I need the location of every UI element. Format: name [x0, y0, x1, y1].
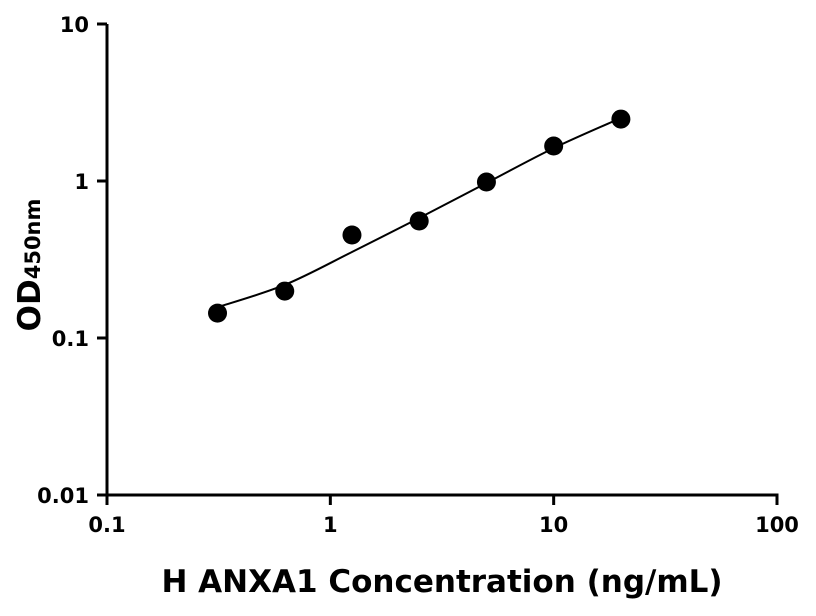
x-tick-label: 100 [755, 513, 799, 537]
data-point [611, 109, 631, 129]
y-tick-label: 0.1 [52, 327, 89, 351]
x-tick-label: 0.1 [88, 513, 125, 537]
ticks: 0.1 1 10 100 0.01 0.1 1 10 [37, 13, 799, 537]
x-axis-label: H ANXA1 Concentration (ng/mL) [161, 564, 722, 600]
y-axis-label-subscript: 450nm [21, 199, 45, 280]
data-point [342, 225, 362, 245]
y-tick-label: 1 [74, 170, 89, 194]
data-points [208, 109, 631, 323]
y-tick-label: 10 [60, 13, 89, 37]
x-tick-label: 10 [539, 513, 568, 537]
data-point [544, 136, 564, 156]
y-tick-label: 0.01 [37, 484, 89, 508]
y-axis-label-main: OD [12, 279, 48, 331]
data-point [275, 281, 295, 301]
data-point [208, 303, 228, 323]
data-point [476, 172, 496, 192]
x-tick-label: 1 [323, 513, 338, 537]
data-point [409, 211, 429, 231]
axes [105, 24, 779, 497]
y-axis-label: OD450nm [12, 199, 48, 332]
